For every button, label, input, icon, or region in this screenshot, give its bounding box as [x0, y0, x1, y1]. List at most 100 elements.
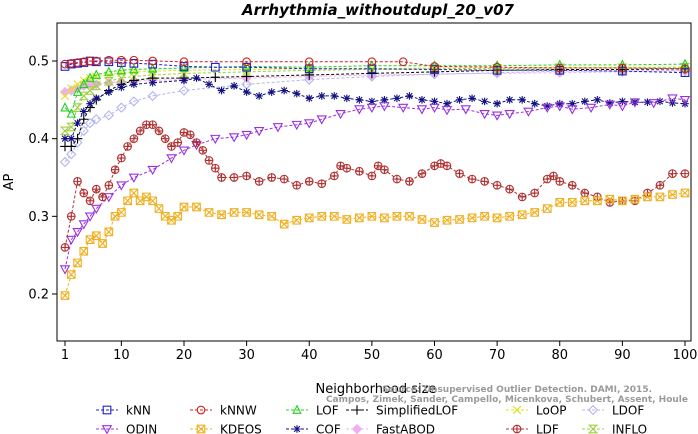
data-point-ldf	[405, 177, 414, 186]
data-point-cof	[92, 94, 101, 103]
data-point-ldf	[417, 169, 427, 178]
series-knnw	[60, 55, 690, 74]
data-point-ldf	[505, 184, 514, 194]
data-point-ldf	[167, 142, 176, 151]
data-point-knn	[179, 62, 189, 71]
legend-item-cof: COF	[286, 423, 341, 434]
data-point-odin	[210, 134, 221, 145]
legend-marker	[196, 405, 206, 415]
data-point-lof	[91, 69, 102, 79]
data-point-ldf	[567, 180, 577, 190]
data-point-odin	[504, 109, 515, 120]
data-point-knnw	[117, 55, 126, 65]
legend-marker	[196, 424, 206, 434]
legend-label: ODIN	[126, 423, 157, 434]
data-point-ldof	[116, 102, 127, 113]
series-ldf	[60, 120, 690, 252]
data-point-cof	[606, 99, 614, 107]
legend-marker	[512, 405, 522, 415]
data-point-cof	[117, 83, 126, 92]
legend-item-fastabod: FastABOD	[346, 423, 435, 434]
data-point-ldf	[173, 138, 183, 147]
data-point-knnw	[304, 57, 314, 67]
data-point-ldf	[292, 180, 302, 190]
data-point-ldf	[267, 173, 277, 182]
legend-marker	[292, 404, 302, 414]
data-point-kdeos	[317, 211, 327, 221]
data-point-knnw	[398, 57, 408, 67]
data-point-loop	[92, 72, 101, 81]
data-point-kdeos	[455, 215, 464, 224]
data-point-ldof	[128, 96, 140, 107]
data-point-odin	[66, 235, 77, 246]
x-tick-label: 90	[614, 348, 631, 363]
legend-item-ldf: LDF	[506, 423, 559, 434]
data-point-ldf	[229, 173, 239, 182]
data-point-kdeos	[630, 194, 640, 204]
data-point-kdeos	[442, 215, 452, 225]
chart-title: Arrhythmia_withoutdupl_20_v07	[241, 1, 514, 19]
data-point-cof	[61, 134, 69, 143]
data-point-kdeos	[354, 213, 364, 223]
series-line-odin	[64, 97, 686, 270]
data-point-kdeos	[580, 196, 590, 206]
data-point-knn	[129, 58, 139, 68]
data-point-cof	[267, 88, 276, 96]
x-tick-label: 80	[551, 348, 568, 363]
data-point-simplifiedlof	[66, 141, 77, 152]
plot-frame	[56, 22, 692, 342]
series-line-knn	[64, 60, 686, 74]
data-point-knn	[555, 65, 565, 75]
data-point-kdeos	[467, 213, 477, 223]
data-point-odin	[291, 120, 302, 131]
legend-label: kNNW	[220, 404, 257, 418]
legend-label: SimplifiedLOF	[376, 404, 458, 418]
data-point-simplifiedlof	[304, 70, 315, 80]
legend-label: LDOF	[612, 404, 644, 418]
data-point-cof	[255, 92, 263, 100]
data-point-kdeos	[555, 198, 565, 207]
data-point-ldf	[210, 163, 220, 173]
data-point-kdeos	[417, 215, 427, 224]
data-point-odin	[335, 109, 346, 120]
data-point-cof	[355, 96, 364, 104]
data-point-cof	[86, 99, 94, 108]
data-point-ldf	[668, 169, 677, 178]
data-point-cof	[505, 96, 514, 104]
data-point-kdeos	[517, 210, 527, 220]
data-point-lof	[680, 58, 690, 68]
data-point-kdeos	[567, 198, 577, 207]
data-point-ldf	[129, 134, 139, 144]
data-point-knnw	[242, 57, 251, 67]
data-point-odin	[541, 103, 553, 114]
data-point-loop	[60, 91, 70, 101]
x-tick-label: 70	[489, 348, 506, 363]
data-point-kdeos	[505, 211, 514, 221]
data-point-odin	[429, 103, 440, 114]
data-point-ldf	[148, 120, 158, 130]
data-point-ldf	[336, 161, 345, 171]
data-point-kdeos	[242, 208, 251, 217]
data-point-cof	[130, 80, 138, 89]
data-point-odin	[667, 94, 678, 104]
data-point-inflo	[116, 73, 127, 83]
data-point-ldf	[204, 156, 214, 165]
data-point-knnw	[66, 58, 76, 68]
data-point-ldf	[555, 177, 565, 186]
data-point-ldf	[342, 163, 352, 173]
legend-marker	[101, 425, 113, 434]
x-tick-label: 40	[301, 348, 318, 363]
data-point-kdeos	[117, 208, 126, 217]
data-point-kdeos	[392, 211, 402, 221]
data-point-lof	[104, 66, 114, 76]
data-point-kdeos	[643, 192, 652, 202]
legend-label: LoOP	[536, 404, 567, 418]
data-point-cof	[180, 76, 188, 85]
data-point-odin	[491, 111, 503, 121]
data-point-ldf	[455, 169, 464, 178]
x-tick-label: 20	[176, 348, 193, 363]
x-tick-label: 1	[61, 348, 69, 363]
data-point-odin	[78, 220, 90, 230]
data-point-knnw	[104, 55, 114, 65]
data-point-odin	[679, 95, 691, 106]
